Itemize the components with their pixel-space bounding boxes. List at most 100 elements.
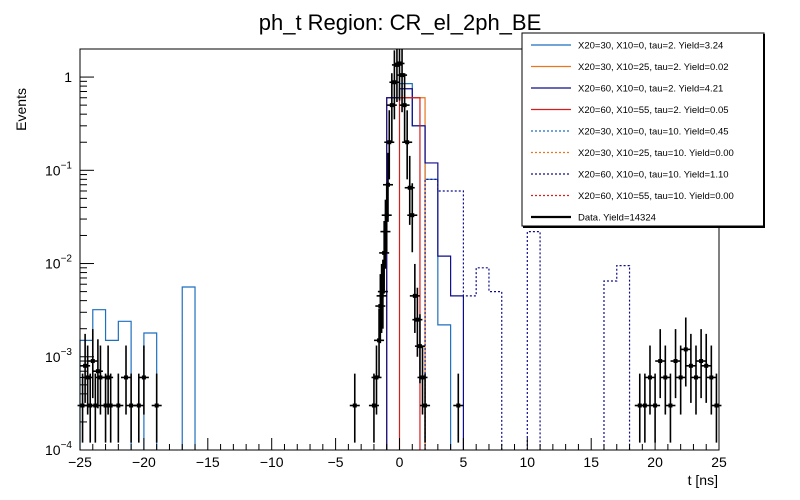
data-marker: [374, 375, 379, 380]
data-point: [380, 199, 391, 269]
data-point: [384, 110, 395, 180]
data-marker: [412, 293, 417, 298]
data-marker: [93, 403, 98, 408]
data-point: [349, 373, 360, 443]
x-tick-label: 15: [583, 454, 599, 470]
data-marker: [673, 359, 678, 364]
data-point: [685, 333, 696, 403]
data-point: [706, 345, 717, 415]
data-point: [634, 373, 645, 443]
data-marker: [420, 375, 425, 380]
data-marker: [642, 403, 647, 408]
data-marker: [90, 359, 95, 364]
data-point: [138, 345, 149, 415]
data-marker: [392, 80, 397, 85]
x-tick-label: −10: [260, 454, 284, 470]
x-tick-label: −15: [196, 454, 220, 470]
legend-label: X20=30, X10=0, tau=10. Yield=0.45: [578, 127, 729, 138]
legend-label: Data. Yield=14324: [578, 213, 656, 224]
legend-label: X20=60, X10=0, tau=2. Yield=4.21: [578, 84, 723, 95]
data-point: [650, 373, 661, 443]
data-marker: [378, 304, 383, 309]
legend-entries: X20=30, X10=0, tau=2. Yield=3.24 X20=30, …: [531, 41, 734, 224]
data-marker: [136, 403, 141, 408]
data-point: [407, 183, 418, 253]
data-marker: [709, 375, 714, 380]
chart-title: ph_t Region: CR_el_2ph_BE: [259, 10, 542, 35]
data-point: [389, 50, 400, 120]
data-marker: [423, 403, 428, 408]
data-marker: [380, 289, 385, 294]
histogram-series-7: [424, 178, 631, 450]
legend-box: [521, 32, 765, 227]
data-marker: [389, 103, 394, 108]
data-marker: [379, 293, 384, 298]
legend-label: X20=30, X10=0, tau=2. Yield=3.24: [578, 41, 723, 52]
histogram-series-1: [79, 83, 452, 450]
data-marker: [402, 103, 407, 108]
data-point: [377, 259, 388, 329]
data-point: [711, 373, 722, 443]
x-tick-label: −25: [68, 454, 92, 470]
data-point: [92, 339, 103, 409]
x-tick-label: 25: [711, 454, 727, 470]
data-marker: [387, 140, 392, 145]
data-point: [680, 317, 691, 387]
data-marker: [352, 403, 357, 408]
data-point: [113, 373, 124, 443]
data-point: [402, 110, 413, 180]
legend-entry: X20=30, X10=0, tau=10. Yield=0.45: [531, 127, 729, 138]
data-point: [665, 373, 676, 443]
data-point: [121, 345, 132, 415]
data-point: [453, 373, 464, 443]
data-marker: [683, 347, 688, 352]
data-point: [670, 329, 681, 399]
x-tick-label: 20: [647, 454, 663, 470]
data-marker: [383, 229, 388, 234]
legend-entry: X20=60, X10=0, tau=10. Yield=1.10: [531, 170, 729, 181]
legend-label: X20=30, X10=25, tau=10. Yield=0.00: [578, 148, 734, 159]
x-tick-label: 10: [520, 454, 536, 470]
data-point: [100, 373, 111, 443]
legend: X20=30, X10=0, tau=2. Yield=3.24 X20=30, …: [521, 32, 765, 228]
data-point: [374, 308, 385, 378]
data-marker: [668, 403, 673, 408]
x-axis-label: t [ns]: [688, 472, 718, 488]
data-point: [126, 373, 137, 443]
data-point: [675, 345, 686, 415]
histogram-series-2: [386, 97, 426, 450]
data-point: [414, 314, 425, 384]
data-point: [639, 373, 650, 443]
legend-entry: X20=30, X10=0, tau=2. Yield=3.24: [531, 41, 723, 52]
legend-entry: Data. Yield=14324: [531, 213, 656, 224]
data-marker: [456, 403, 461, 408]
x-tick-label: −5: [328, 454, 344, 470]
data-point: [87, 329, 98, 399]
data-point: [133, 373, 144, 443]
data-point: [80, 333, 91, 403]
data-marker: [141, 375, 146, 380]
x-axis: −25 −20 −15 −10 −5 0 5 10 15 20 25: [68, 438, 727, 470]
data-marker: [415, 317, 420, 322]
x-tick-label: −20: [132, 454, 156, 470]
data-point: [655, 329, 666, 399]
data-marker: [382, 250, 387, 255]
data-points-layer: [77, 49, 722, 443]
data-marker: [400, 73, 405, 78]
data-marker: [129, 403, 134, 408]
data-marker: [407, 185, 412, 190]
data-point: [644, 345, 655, 415]
legend-label: X20=30, X10=25, tau=2. Yield=0.02: [578, 62, 729, 73]
data-marker: [385, 182, 390, 187]
data-point: [376, 263, 387, 333]
data-point: [701, 333, 712, 403]
data-marker: [417, 344, 422, 349]
y-axis: 10−4 10−3 10−2 10−1 1: [45, 48, 94, 458]
legend-label: X20=60, X10=55, tau=10. Yield=0.00: [578, 191, 734, 202]
legend-entry: X20=60, X10=0, tau=2. Yield=4.21: [531, 84, 723, 95]
data-marker: [88, 403, 93, 408]
data-point: [409, 263, 420, 333]
y-tick-label: 10−4: [45, 440, 72, 458]
data-marker: [704, 363, 709, 368]
y-tick-label: 10−2: [45, 254, 72, 272]
